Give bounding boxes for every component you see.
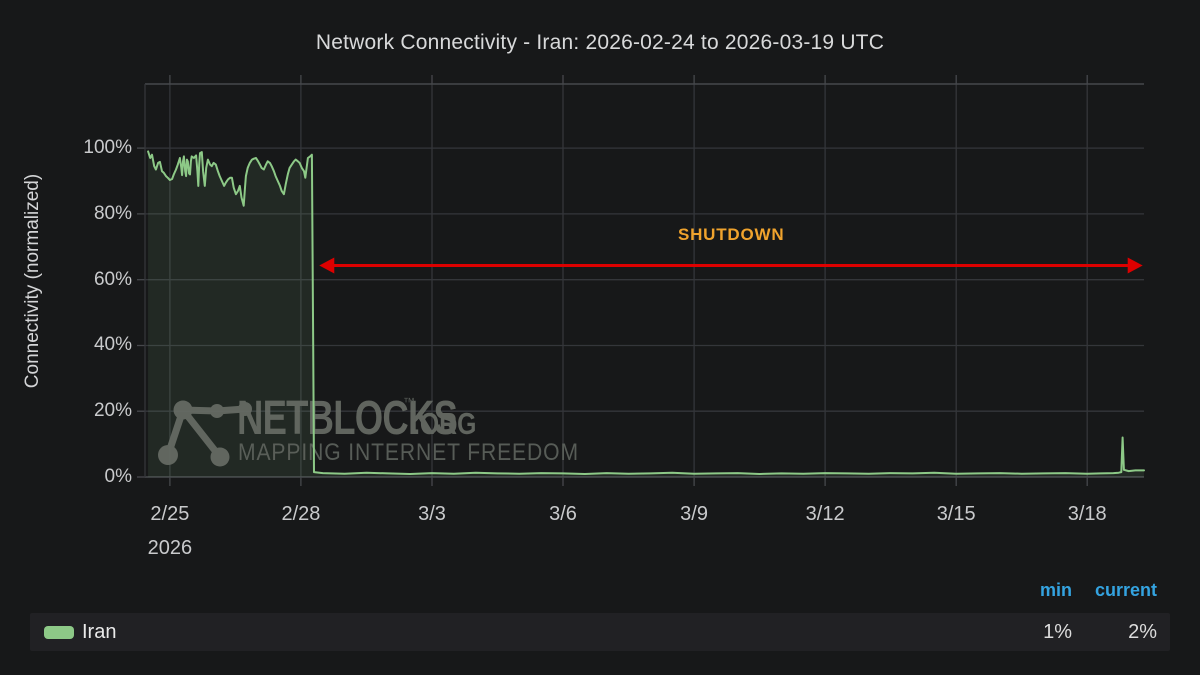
watermark-brand-text: NETBLOCKS [237,391,457,445]
x-tick-label: 2/25 [150,503,190,525]
watermark-org-text: .ORG [413,406,476,440]
series-area-fill [148,151,1145,477]
x-tick-label: 3/6 [549,503,577,525]
series-name[interactable]: Iran [82,621,117,643]
watermark-tagline-text: MAPPING INTERNET FREEDOM [238,439,579,466]
y-tick-label: 0% [104,466,132,487]
shutdown-annotation: SHUTDOWN [677,225,785,245]
legend-header: min current [0,580,1200,604]
y-tick-label: 20% [93,400,132,422]
x-tick-label: 2/28 [281,503,321,525]
x-tick-label: 3/3 [418,503,446,525]
watermark-logo-node [158,445,178,465]
series-color-swatch [44,626,74,639]
legend-row-iran[interactable]: Iran 1% 2% [30,613,1170,651]
y-tick-label: 60% [93,268,132,290]
series-line-iran [147,150,1145,475]
x-axis-year-label: 2026 [147,537,193,559]
watermark-logo-node [210,447,230,467]
y-tick-label: 40% [93,334,132,356]
legend-header-current: current [1094,580,1157,600]
watermark-tm-mark: ™ [403,395,415,409]
y-tick-label: 100% [83,137,132,159]
chart-title: Network Connectivity - Iran: 2026-02-24 … [315,31,885,54]
legend-header-min: min [1039,580,1072,600]
watermark-logo-edge [180,407,223,460]
shutdown-arrow-right-head [1127,257,1143,274]
x-tick-label: 3/18 [1067,503,1107,525]
x-tick-label: 3/9 [680,503,708,525]
shutdown-arrow-left-head [319,257,335,274]
watermark-logo-node [210,404,224,418]
watermark-logo-node [173,400,193,420]
series-current-value: 2% [1128,621,1157,643]
x-tick-label: 3/12 [805,503,845,525]
x-tick-label: 3/15 [936,503,976,525]
series-min-value: 1% [1043,621,1072,643]
watermark-logo-node [238,402,252,416]
plot-area: NETBLOCKS ™ .ORG MAPPING INTERNET FREEDOM S… [137,75,1145,486]
y-tick-label: 80% [93,202,132,224]
